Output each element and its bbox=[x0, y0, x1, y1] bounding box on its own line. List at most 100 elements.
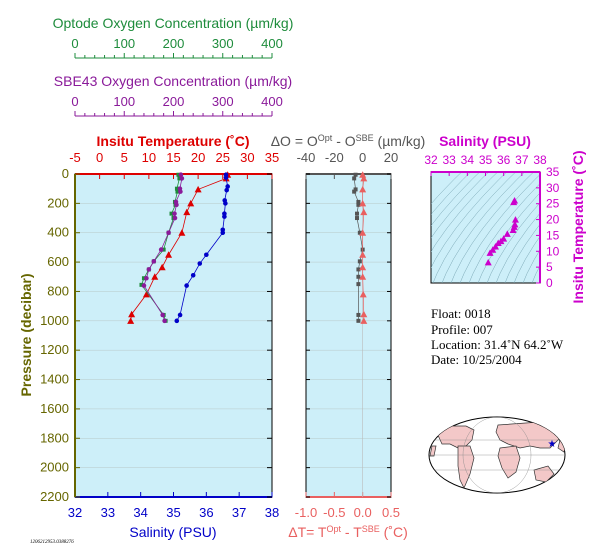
ts-density-contour bbox=[431, 172, 471, 215]
optode-axis-title: Optode Oxygen Concentration (µm/kg) bbox=[53, 15, 294, 31]
ts-temperature-tick-label: 35 bbox=[546, 165, 560, 179]
main-plot-area bbox=[74, 173, 273, 498]
temperature-tick-label: 25 bbox=[216, 150, 230, 165]
delta_oxygen-point bbox=[356, 312, 361, 317]
delta_temperature-point bbox=[360, 310, 368, 318]
ts-density-contour bbox=[513, 236, 540, 283]
salinity-point bbox=[225, 184, 230, 189]
salinity-point bbox=[224, 187, 229, 193]
sbe43_oxygen-point bbox=[179, 176, 185, 181]
ts-point bbox=[494, 239, 502, 247]
sbe43-axis-ticks: 0 100 200 300 400 bbox=[71, 94, 283, 117]
ts-point bbox=[491, 243, 499, 250]
pressure-tick-label: 1800 bbox=[40, 430, 69, 445]
salinity-point bbox=[223, 201, 228, 206]
delta-temperature-axis-title: ΔT= TOpt - TSBE (˚C) bbox=[288, 524, 408, 540]
delta_oxygen-point bbox=[356, 274, 361, 279]
difference-panel: ΔO = OOpt - OSBE (µm/kg) -40 -20 0 20 -1.0 -0… bbox=[271, 133, 426, 540]
delta_oxygen-point bbox=[356, 318, 361, 323]
temperature-tick-label: 30 bbox=[240, 150, 254, 165]
optode_oxygen-point bbox=[141, 276, 146, 281]
pressure-tick-label: 0 bbox=[62, 166, 69, 181]
delta_oxygen-point bbox=[353, 187, 358, 192]
ts-temperature-tick-label: 5 bbox=[546, 260, 553, 274]
pressure-tick-label: 200 bbox=[47, 195, 69, 210]
pressure-tick-label: 800 bbox=[47, 283, 69, 298]
salinity-tick-label: 34 bbox=[133, 505, 147, 520]
ts-density-contour bbox=[531, 265, 540, 283]
salinity-tick-label: 33 bbox=[101, 505, 115, 520]
ts-salinity-tick-label: 37 bbox=[515, 153, 529, 167]
ts-density-contour bbox=[450, 172, 534, 283]
delta_temperature-point bbox=[359, 290, 367, 298]
ts-density-contour bbox=[431, 172, 498, 252]
temperature-tick-label: 15 bbox=[166, 150, 180, 165]
temperature-tick-label: 10 bbox=[142, 150, 156, 165]
float-position-marker: ★ bbox=[548, 439, 557, 450]
pressure-tick-label: 1200 bbox=[40, 342, 69, 357]
sbe43-axis-tick-label: 0 bbox=[71, 94, 78, 109]
ts-density-contour bbox=[477, 192, 540, 283]
delta-temperature-tick-label: 0.5 bbox=[382, 505, 400, 520]
optode_oxygen-point bbox=[139, 282, 144, 287]
delta_oxygen-point bbox=[352, 189, 357, 194]
delta-oxygen-tick-label: 20 bbox=[384, 150, 398, 165]
delta-oxygen-tick-label: -20 bbox=[325, 150, 344, 165]
ts-salinity-tick-label: 34 bbox=[461, 153, 475, 167]
temperature-tick-label: -5 bbox=[69, 150, 81, 165]
sbe43_oxygen-point bbox=[151, 259, 157, 264]
optode_oxygen-point bbox=[176, 172, 181, 177]
salinity-point bbox=[223, 175, 229, 180]
delta_temperature-point bbox=[359, 199, 367, 207]
temperature-line bbox=[130, 174, 229, 321]
sbe43-axis-tick-label: 200 bbox=[163, 94, 185, 109]
ts-point bbox=[484, 258, 492, 266]
footer-id: 1206212953.0388276 bbox=[30, 540, 74, 545]
pressure-tick-label: 400 bbox=[47, 225, 69, 240]
salinity-point bbox=[204, 252, 209, 258]
salinity-point bbox=[197, 261, 203, 266]
delta_oxygen-point bbox=[356, 282, 361, 287]
optode_oxygen-point bbox=[169, 211, 174, 216]
temperature-point bbox=[158, 263, 166, 271]
sbe43_oxygen-point bbox=[174, 202, 179, 208]
ts-salinity-tick-label: 35 bbox=[479, 153, 493, 167]
sbe43-axis: SBE43 Oxygen Concentration (µm/kg) 0 100 2… bbox=[54, 73, 292, 117]
sbe43_oxygen-point bbox=[172, 211, 177, 216]
ts-density-contour bbox=[431, 172, 489, 239]
sbe43_oxygen-point bbox=[162, 318, 167, 324]
sbe43_oxygen-point bbox=[146, 267, 152, 272]
temperature-point bbox=[127, 317, 135, 324]
ts-density-contour bbox=[495, 212, 540, 283]
temperature-tick-label: 20 bbox=[191, 150, 205, 165]
difference-plot-area bbox=[305, 173, 392, 498]
ts-point bbox=[489, 246, 497, 253]
ts-temperature-tick-label: 30 bbox=[546, 181, 560, 195]
delta_temperature-point bbox=[360, 208, 368, 216]
delta_oxygen-point bbox=[355, 211, 359, 216]
delta_temperature-point bbox=[359, 251, 367, 258]
temperature-point bbox=[165, 251, 173, 258]
delta_oxygen-point bbox=[357, 259, 362, 264]
float-info: Float: 0018 Profile: 007 Location: 31.4˚… bbox=[431, 306, 564, 367]
pressure-tick-label: 1000 bbox=[40, 313, 69, 328]
delta_oxygen-point bbox=[355, 216, 359, 221]
pressure-tick-label: 1600 bbox=[40, 401, 69, 416]
ts-density-contour bbox=[468, 183, 540, 283]
delta_temperature-point bbox=[359, 273, 367, 280]
ts-temperature-tick-label: 20 bbox=[546, 213, 560, 227]
ts-density-contour bbox=[486, 202, 540, 283]
salinity-point bbox=[220, 230, 226, 236]
ts-point bbox=[511, 216, 519, 223]
ts-temperature-tick-label: 15 bbox=[546, 228, 560, 242]
delta-temperature-tick-label: -0.5 bbox=[323, 505, 345, 520]
ts-density-contour bbox=[459, 174, 540, 283]
delta-oxygen-tick-label: 0 bbox=[359, 150, 366, 165]
temperature-point bbox=[194, 185, 202, 193]
ts-density-contour bbox=[504, 223, 540, 283]
salinity-point bbox=[190, 273, 196, 278]
temperature-point bbox=[183, 208, 191, 216]
